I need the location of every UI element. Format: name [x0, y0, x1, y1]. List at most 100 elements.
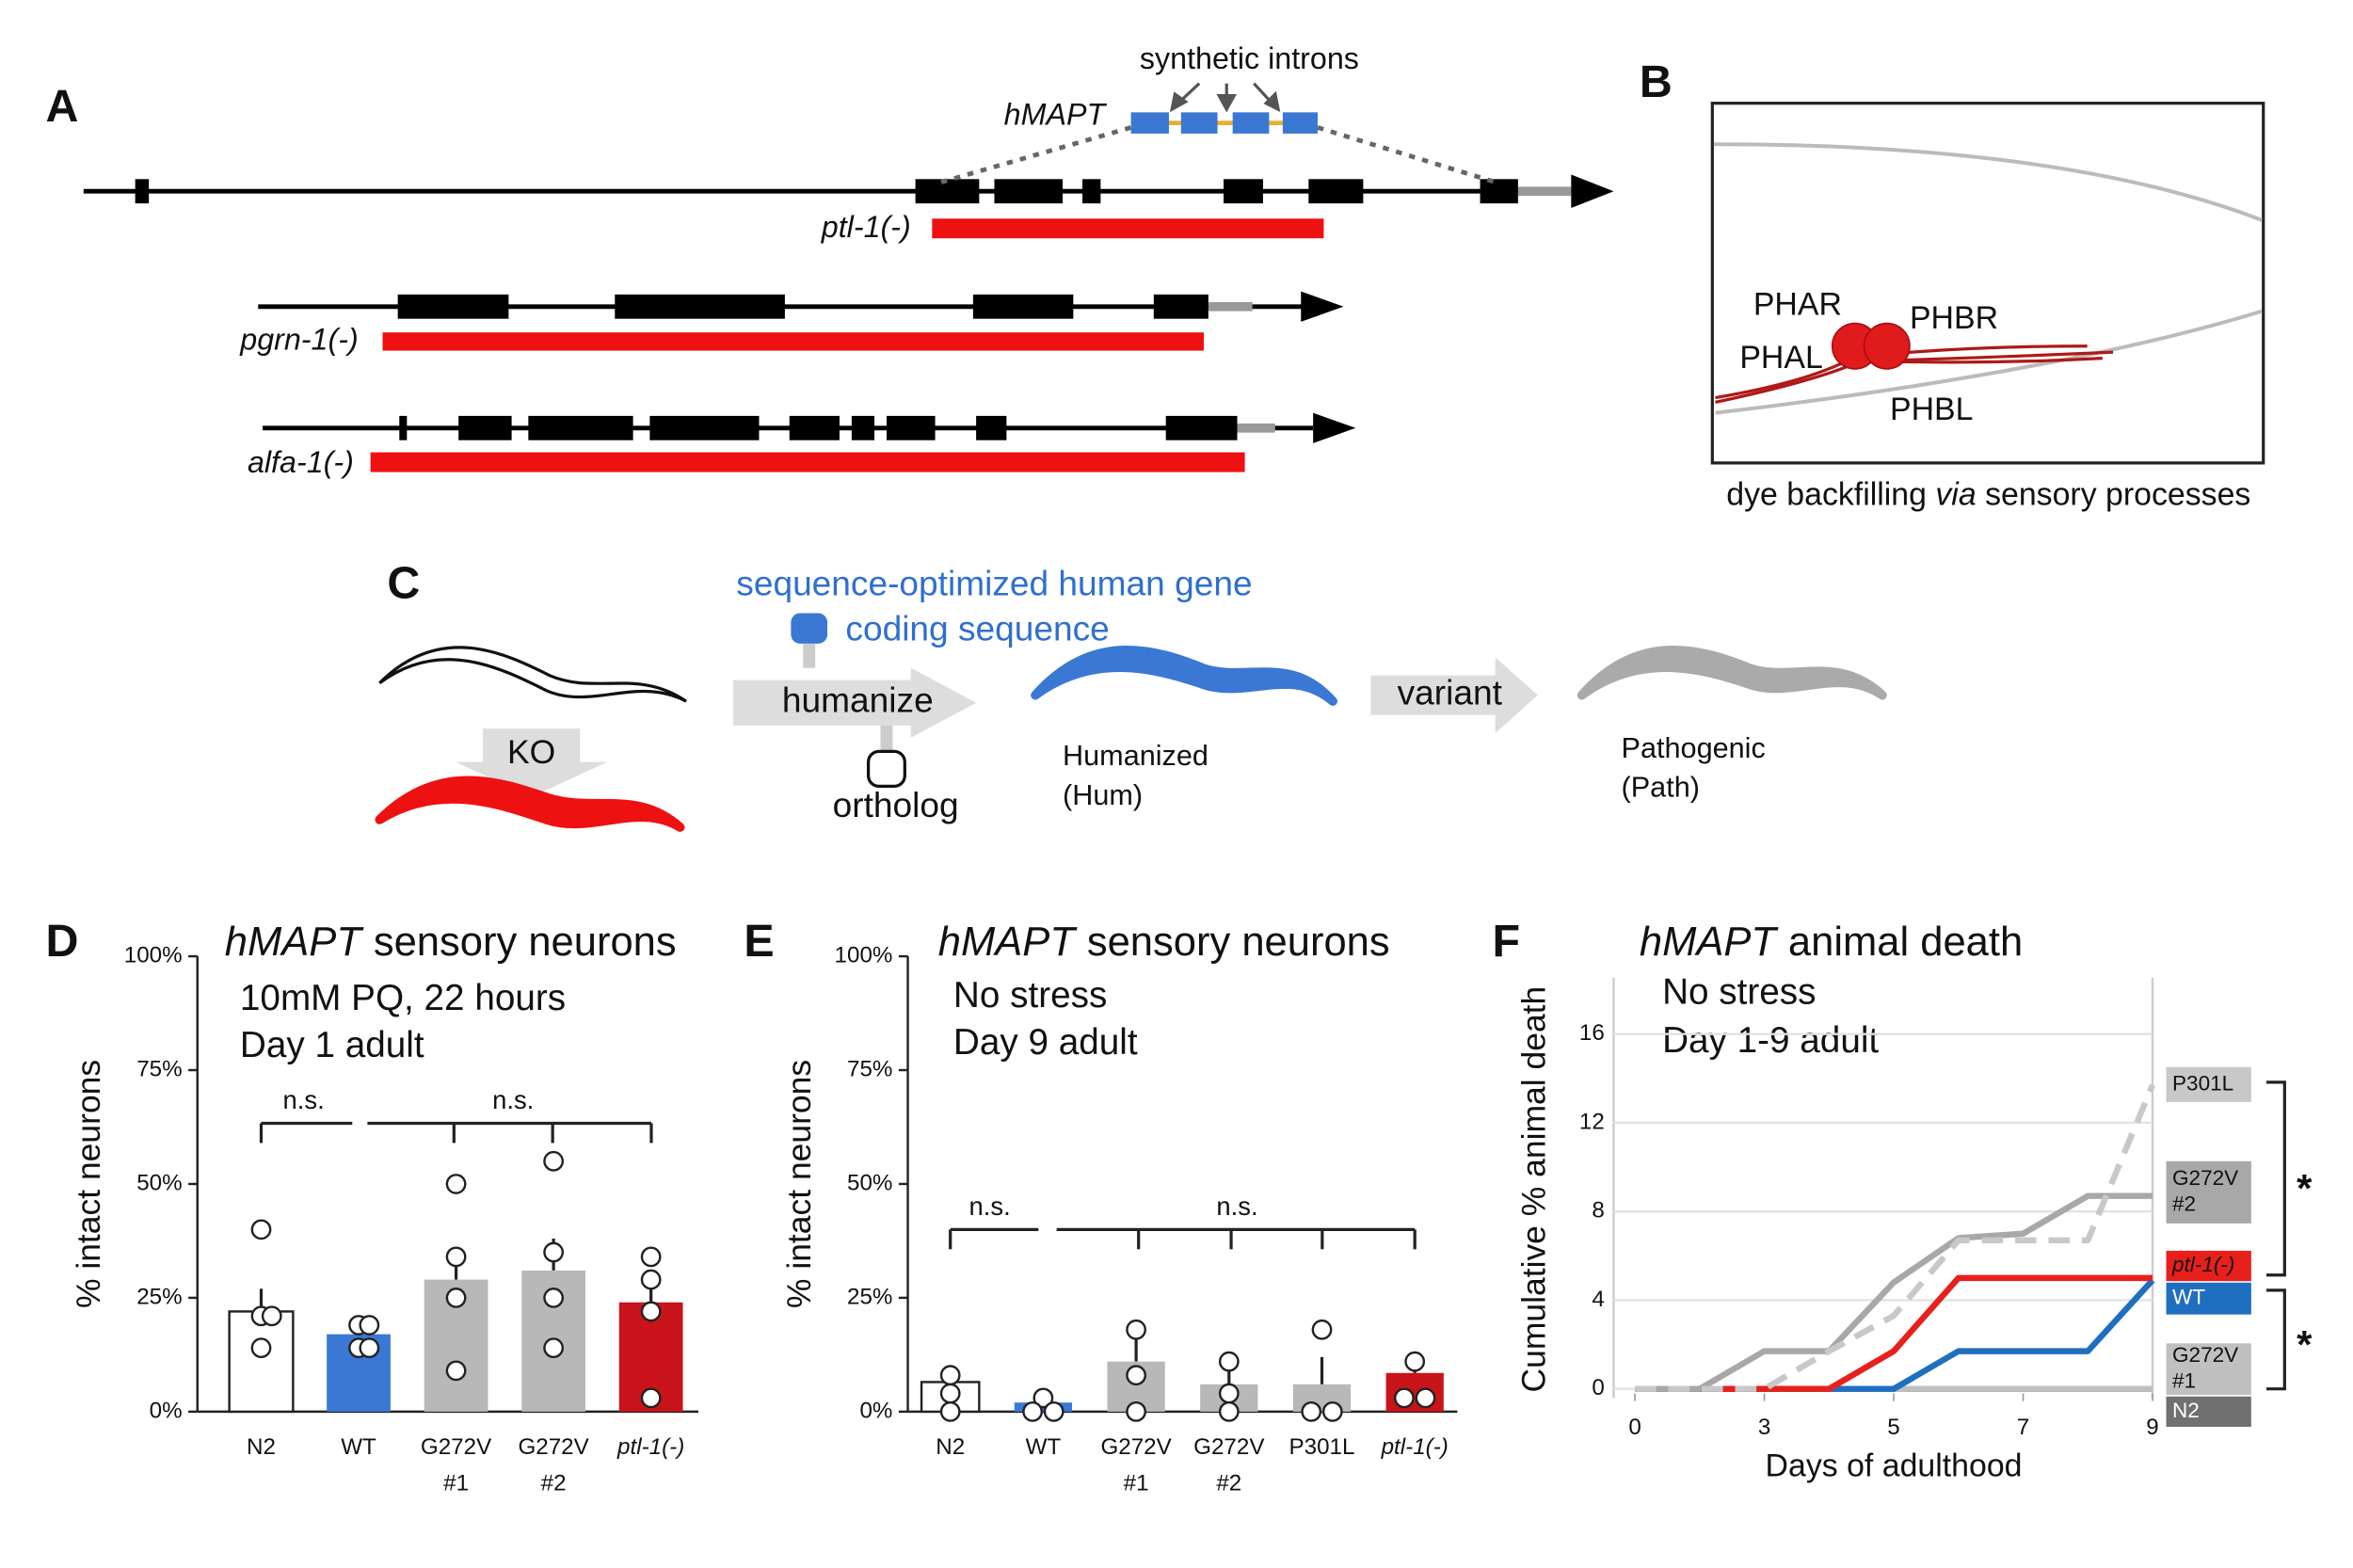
step-label: KO	[507, 733, 555, 771]
legend-label: WT	[2172, 1286, 2205, 1309]
data-point	[445, 1288, 467, 1308]
x-tick-label: G272V	[518, 1434, 589, 1460]
y-tick-label: 50%	[847, 1170, 892, 1195]
data-point	[939, 1365, 961, 1386]
y-axis-label: Cumulative % animal death	[1515, 986, 1553, 1393]
series-line	[1635, 1192, 2153, 1392]
strain-label: (Hum)	[1063, 779, 1143, 811]
annotation: n.s.	[1216, 1192, 1257, 1221]
chart-title: hMAPT animal death	[1640, 920, 2023, 965]
x-tick-label: G272V	[1193, 1434, 1265, 1460]
data-point	[1218, 1400, 1240, 1422]
data-point	[640, 1301, 662, 1322]
data-point	[445, 1174, 467, 1194]
cell-label: PHBR	[1910, 300, 1998, 336]
gene-note: sequence-optimized human gene	[736, 563, 1252, 602]
data-point	[640, 1387, 662, 1409]
legend-label: ptl-1(-)	[2171, 1253, 2234, 1276]
x-tick-label: G272V	[421, 1434, 492, 1460]
legend-label: #1	[2172, 1368, 2196, 1392]
data-point	[1394, 1387, 1415, 1409]
step-label: humanize	[782, 680, 934, 720]
worm-outline	[1715, 309, 2263, 415]
bar	[1385, 1372, 1444, 1412]
x-tick-label: #2	[541, 1471, 567, 1496]
bracket	[2265, 1080, 2286, 1277]
worm	[378, 646, 687, 703]
y-tick-label: 0%	[150, 1398, 183, 1423]
data-point	[250, 1337, 272, 1359]
data-point	[1126, 1365, 1146, 1386]
title-gene: hMAPT	[1640, 920, 1780, 965]
x-tick-label: N2	[936, 1434, 965, 1460]
panel-label: A	[45, 81, 78, 132]
x-tick-label: N2	[247, 1434, 276, 1460]
worm	[375, 776, 685, 832]
title-text: animal death	[1788, 920, 2023, 965]
strain-label: Pathogenic	[1622, 732, 1766, 764]
data-point	[1043, 1400, 1064, 1422]
bar	[228, 1310, 295, 1414]
exons	[135, 179, 1518, 204]
y-tick-label: 0%	[859, 1398, 892, 1423]
caption-part: dye backfilling	[1726, 476, 1935, 512]
y-tick-label: 75%	[136, 1056, 182, 1081]
ortholog-box	[866, 749, 906, 789]
bar	[1292, 1384, 1352, 1412]
step-label: variant	[1398, 672, 1503, 712]
data-point	[640, 1246, 662, 1268]
x-tick-label: WT	[1026, 1434, 1062, 1460]
x-tick-label: ptl-1(-)	[1381, 1434, 1449, 1460]
annotation: n.s.	[283, 1085, 325, 1114]
data-point	[445, 1246, 467, 1268]
data-point	[1218, 1351, 1240, 1372]
annotation: *	[2297, 1166, 2313, 1210]
panel-a: A synthetic introns hMAPT ptl-1(-) pgrn	[45, 41, 1614, 479]
title-text: sensory neurons	[374, 920, 677, 965]
y-tick-label: 16	[1579, 1020, 1605, 1046]
x-tick-label: #1	[1124, 1471, 1149, 1496]
data-point	[1126, 1400, 1146, 1422]
deletion	[932, 218, 1324, 239]
series-line	[1635, 1274, 2153, 1392]
subtitle: Day 1 adult	[240, 1025, 424, 1065]
utr	[1237, 423, 1275, 433]
series-line	[1635, 1278, 2155, 1392]
x-tick-label: 0	[1628, 1415, 1641, 1440]
neuron	[1863, 322, 1911, 370]
legend-swatch	[2166, 1343, 2251, 1396]
y-tick-label: 25%	[847, 1284, 892, 1309]
arrow-head	[1571, 174, 1614, 208]
cds-label: coding sequence	[845, 609, 1109, 648]
worm	[1031, 645, 1337, 706]
intron-note: synthetic introns	[1140, 41, 1359, 75]
subtitle: No stress	[953, 975, 1107, 1016]
chart-title: hMAPT sensory neurons	[938, 920, 1390, 965]
title-gene: hMAPT	[938, 920, 1079, 965]
x-tick-label: P301L	[1289, 1434, 1355, 1460]
annotation: *	[2297, 1322, 2313, 1367]
subtitle: 10mM PQ, 22 hours	[240, 978, 566, 1018]
panel-label: F	[1492, 916, 1520, 967]
panel-label: E	[744, 916, 774, 967]
panel-b: B PHAR PHBR PHAL PHBL dye backfilling vi…	[1640, 56, 2265, 512]
data-point	[1032, 1387, 1054, 1409]
title-gene: hMAPT	[225, 920, 365, 965]
data-point	[445, 1360, 467, 1382]
exons	[397, 294, 1209, 319]
strain-label: Humanized	[1063, 740, 1209, 772]
strain-label: (Path)	[1622, 772, 1700, 804]
data-point	[1218, 1383, 1240, 1404]
caption-part: sensory processes	[1977, 476, 2251, 512]
x-tick-label: #2	[1216, 1471, 1241, 1496]
gene-label: pgrn-1(-)	[239, 322, 358, 356]
legend-swatch	[2166, 1160, 2251, 1224]
data-point	[1404, 1351, 1426, 1372]
panel-c: C KO sequence-optimized human gene codin…	[375, 557, 1887, 832]
arrow-head	[1301, 291, 1344, 322]
hmapt-exons	[1130, 112, 1318, 134]
x-tick-label: 3	[1758, 1415, 1770, 1440]
